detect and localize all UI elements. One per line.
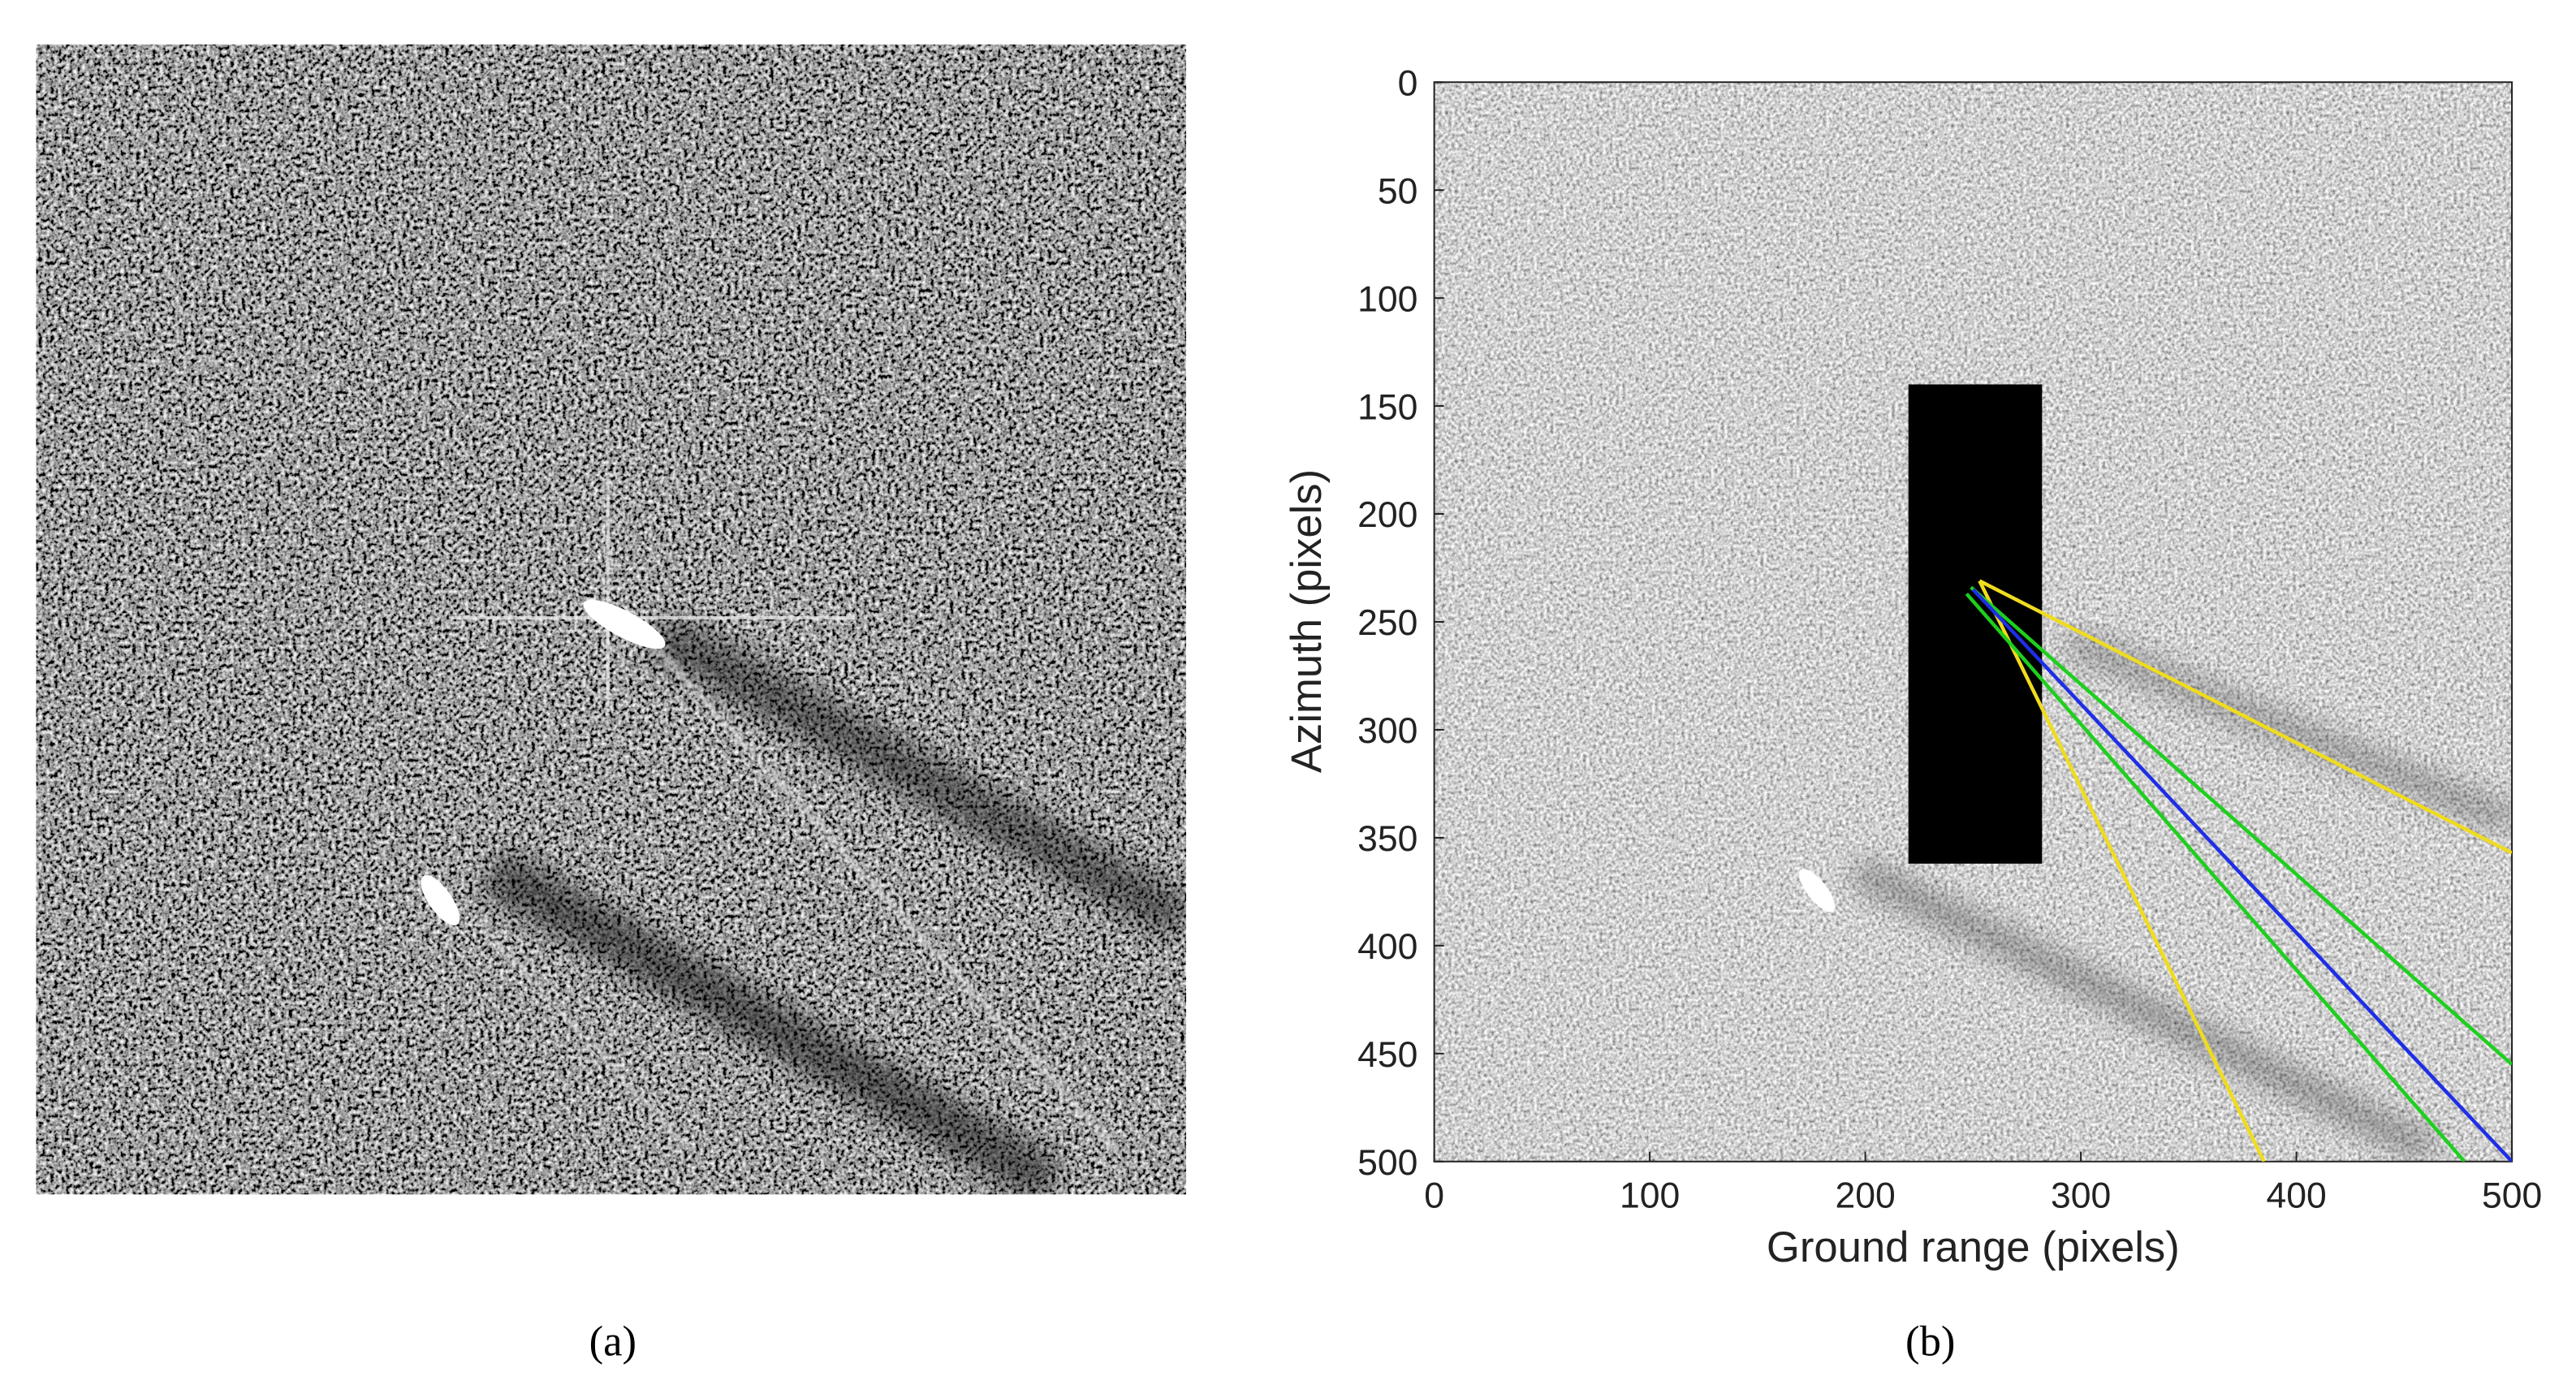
wake-line (1971, 588, 2513, 1162)
y-tick-label: 150 (1357, 387, 1417, 427)
y-tick-label: 500 (1357, 1143, 1417, 1183)
panel-caption: (b) (1905, 1318, 1955, 1366)
wake-line (1970, 585, 2513, 1066)
masked-region (1908, 384, 2043, 864)
x-axis-label: Ground range (pixels) (1767, 1223, 2180, 1271)
wake-line (1978, 580, 2266, 1162)
y-tick-label: 50 (1378, 171, 1417, 211)
y-tick-label: 450 (1357, 1035, 1417, 1075)
x-tick-label: 200 (1835, 1176, 1895, 1215)
wake-line (1978, 579, 2513, 855)
x-tick-label: 0 (1424, 1176, 1444, 1215)
y-tick-label: 0 (1398, 63, 1418, 103)
x-tick-label: 500 (2482, 1176, 2542, 1215)
y-axis-label: Azimuth (pixels) (1283, 469, 1331, 773)
y-tick-label: 200 (1357, 495, 1417, 535)
y-tick-label: 250 (1357, 603, 1417, 643)
y-tick-label: 400 (1357, 927, 1417, 967)
y-tick-label: 350 (1357, 819, 1417, 859)
sar-image-a (36, 44, 1187, 1195)
wake-line (1965, 592, 2466, 1162)
x-tick-label: 400 (2266, 1176, 2326, 1215)
y-tick-label: 300 (1357, 711, 1417, 751)
x-tick-label: 300 (2051, 1176, 2111, 1215)
panel-caption: (a) (589, 1318, 636, 1366)
x-tick-label: 100 (1620, 1176, 1680, 1215)
y-tick-label: 100 (1357, 279, 1417, 319)
